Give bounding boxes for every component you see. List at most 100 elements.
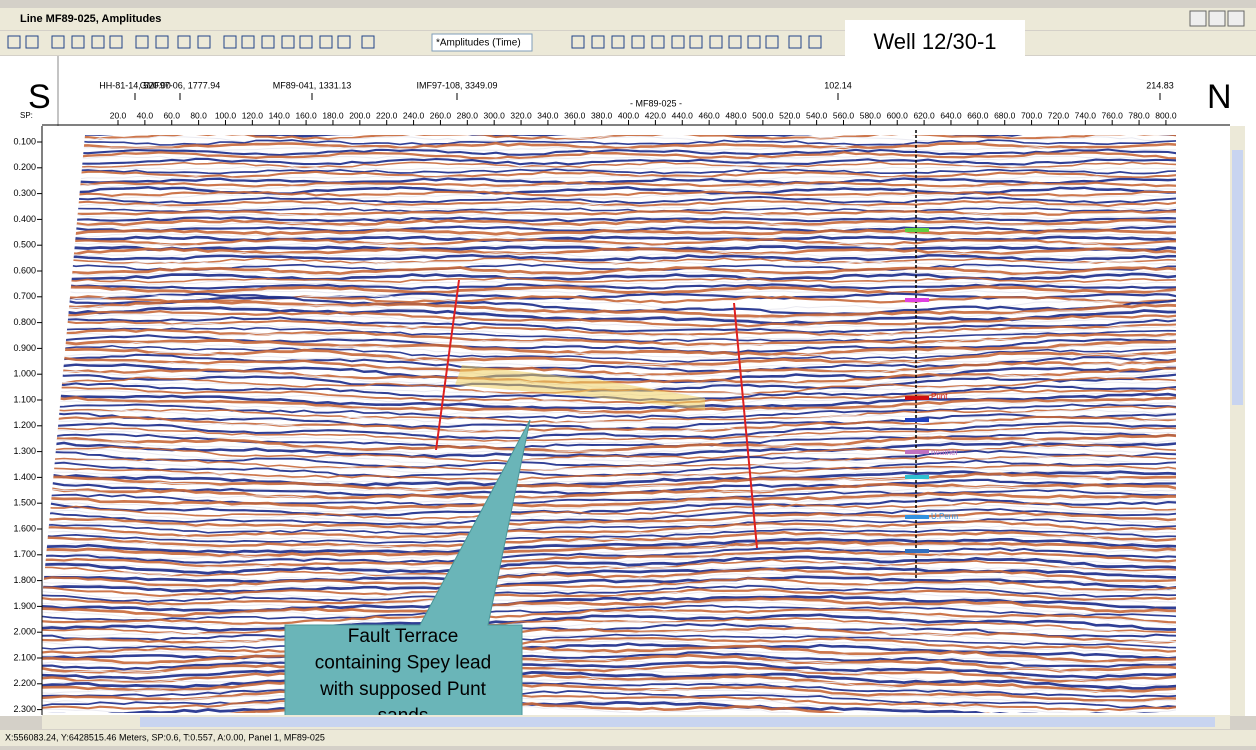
time-tick-label: 0.700 xyxy=(13,291,36,301)
seismic-trace xyxy=(42,289,1176,296)
seismic-trace xyxy=(42,196,1176,205)
sp-tick-label: 20.0 xyxy=(110,110,127,120)
seismic-trace xyxy=(42,549,1176,568)
close-button[interactable] xyxy=(1227,10,1245,27)
seismic-trace xyxy=(42,285,1176,295)
scroll-thumb[interactable] xyxy=(1232,150,1243,405)
title-bar xyxy=(0,8,1256,30)
sp-tick-label: 280.0 xyxy=(457,110,479,120)
seismic-trace xyxy=(42,157,1176,166)
seismic-trace xyxy=(42,639,1176,657)
time-tick-label: 1.700 xyxy=(13,549,36,559)
seismic-trace xyxy=(42,271,1176,277)
time-tick-label: 1.900 xyxy=(13,601,36,611)
seismic-trace xyxy=(42,184,1176,191)
time-tick-label: 1.300 xyxy=(13,446,36,456)
seismic-trace xyxy=(42,518,1176,536)
sp-tick-label: 720.0 xyxy=(1048,110,1070,120)
seismic-trace xyxy=(42,319,1176,336)
seismic-trace xyxy=(42,304,1176,321)
tool-icon xyxy=(71,35,85,49)
seismic-trace xyxy=(42,636,1176,655)
seismic-trace xyxy=(42,651,1176,671)
time-tick-label: 1.100 xyxy=(13,394,36,404)
seismic-trace xyxy=(42,161,1176,169)
seismic-trace xyxy=(42,409,1176,428)
seismic-trace xyxy=(42,443,1176,463)
tool-icon xyxy=(361,35,375,49)
well-marker xyxy=(905,450,929,454)
seismic-trace xyxy=(42,604,1176,622)
seismic-trace xyxy=(42,309,1176,328)
seismic-trace xyxy=(42,501,1176,521)
tool-icon xyxy=(135,35,149,49)
seismic-trace xyxy=(42,228,1176,236)
seismic-trace xyxy=(42,696,1176,713)
seismic-trace xyxy=(42,148,1176,157)
tool-icon xyxy=(747,35,761,49)
seismic-trace xyxy=(42,682,1176,699)
seismic-trace xyxy=(42,260,1176,268)
scroll-thumb[interactable] xyxy=(140,717,1215,727)
seismic-trace xyxy=(42,561,1176,581)
time-tick-label: 1.800 xyxy=(13,575,36,585)
seismic-trace xyxy=(42,351,1176,368)
sp-tick-label: 60.0 xyxy=(163,110,180,120)
tool-icon xyxy=(91,35,105,49)
seismic-trace xyxy=(42,272,1176,282)
seismic-trace xyxy=(42,582,1176,600)
tool-icon xyxy=(765,35,779,49)
minimize-button[interactable] xyxy=(1189,10,1207,27)
sp-tick-label: 580.0 xyxy=(860,110,882,120)
seismic-trace xyxy=(42,661,1176,681)
tool-icon xyxy=(197,35,211,49)
seismic-trace xyxy=(42,433,1176,454)
window-buttons[interactable] xyxy=(1189,10,1245,27)
time-tick-label: 2.000 xyxy=(13,627,36,637)
seismic-trace xyxy=(42,588,1176,606)
tool-icon xyxy=(241,35,255,49)
tool-icon xyxy=(299,35,313,49)
tool-icon xyxy=(109,35,123,49)
seismic-trace xyxy=(42,316,1176,334)
header-band xyxy=(0,56,1256,126)
seismic-trace xyxy=(42,400,1176,417)
well-marker-label: heather xyxy=(931,448,958,457)
dropdown[interactable] xyxy=(431,33,533,52)
time-tick-label: 0.400 xyxy=(13,214,36,224)
seismic-trace xyxy=(42,242,1176,249)
seismic-trace xyxy=(42,642,1176,660)
time-tick-label: 0.600 xyxy=(13,265,36,275)
time-tick-label: 2.100 xyxy=(13,652,36,662)
seismic-trace xyxy=(42,683,1176,702)
seismic-trace xyxy=(42,623,1176,642)
sp-label: SP: xyxy=(20,111,33,120)
seismic-trace xyxy=(42,702,1176,713)
crossing-line-label: GMF97-06, 1777.94 xyxy=(140,80,221,90)
seismic-trace xyxy=(42,567,1176,588)
sp-tick-label: 80.0 xyxy=(190,110,207,120)
seismic-trace xyxy=(42,677,1176,696)
seismic-trace xyxy=(42,247,1176,256)
seismic-trace xyxy=(42,395,1176,414)
seismic-trace xyxy=(42,222,1176,229)
tool-icon xyxy=(631,35,645,49)
sp-tick-label: 500.0 xyxy=(752,110,774,120)
seismic-trace xyxy=(42,600,1176,620)
seismic-trace xyxy=(42,139,1176,146)
tool-icon xyxy=(689,35,703,49)
seismic-trace xyxy=(42,237,1176,246)
seismic-trace xyxy=(42,328,1176,347)
tool-icon xyxy=(281,35,295,49)
well-marker xyxy=(905,298,929,302)
seismic-trace xyxy=(42,575,1176,594)
fault-line xyxy=(435,280,460,450)
maximize-button[interactable] xyxy=(1208,10,1226,27)
sp-tick-label: 40.0 xyxy=(137,110,154,120)
toolbar xyxy=(0,31,1256,55)
seismic-trace xyxy=(42,540,1176,558)
seismic-trace xyxy=(42,203,1176,210)
crossing-line-label: IMF97-108, 3349.09 xyxy=(416,80,497,90)
